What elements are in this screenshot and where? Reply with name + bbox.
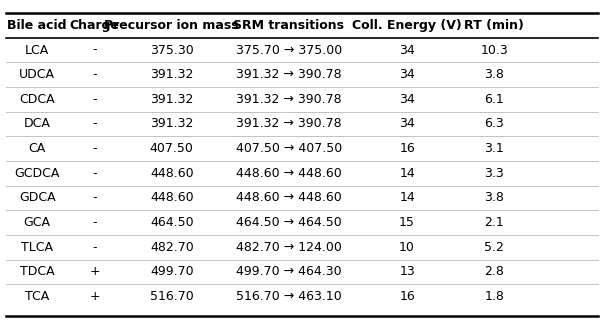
Text: -: -: [93, 142, 97, 155]
Text: CDCA: CDCA: [19, 93, 55, 106]
Text: 2.1: 2.1: [484, 216, 504, 229]
Text: 6.1: 6.1: [484, 93, 504, 106]
Text: 5.2: 5.2: [484, 241, 504, 254]
Text: TCA: TCA: [25, 290, 49, 303]
Text: 14: 14: [399, 191, 415, 204]
Text: 516.70 → 463.10: 516.70 → 463.10: [236, 290, 341, 303]
Text: 391.32 → 390.78: 391.32 → 390.78: [236, 93, 341, 106]
Text: GCDCA: GCDCA: [14, 167, 59, 180]
Text: 464.50: 464.50: [150, 216, 194, 229]
Text: TDCA: TDCA: [20, 265, 55, 278]
Text: 1.8: 1.8: [484, 290, 504, 303]
Text: 482.70: 482.70: [150, 241, 194, 254]
Text: Bile acid: Bile acid: [7, 19, 67, 32]
Text: Precursor ion mass: Precursor ion mass: [105, 19, 239, 32]
Text: 16: 16: [399, 290, 415, 303]
Text: GDCA: GDCA: [19, 191, 55, 204]
Text: 14: 14: [399, 167, 415, 180]
Text: 34: 34: [399, 117, 415, 130]
Text: -: -: [93, 241, 97, 254]
Text: 3.1: 3.1: [484, 142, 504, 155]
Text: Charge: Charge: [70, 19, 120, 32]
Text: 6.3: 6.3: [484, 117, 504, 130]
Text: TLCA: TLCA: [21, 241, 53, 254]
Text: 391.32 → 390.78: 391.32 → 390.78: [236, 68, 341, 81]
Text: 10.3: 10.3: [481, 43, 508, 56]
Text: 13: 13: [399, 265, 415, 278]
Text: -: -: [93, 191, 97, 204]
Text: 499.70: 499.70: [150, 265, 194, 278]
Text: Coll. Energy (V): Coll. Energy (V): [352, 19, 462, 32]
Text: 448.60: 448.60: [150, 167, 194, 180]
Text: GCA: GCA: [23, 216, 50, 229]
Text: -: -: [93, 93, 97, 106]
Text: 448.60 → 448.60: 448.60 → 448.60: [236, 191, 341, 204]
Text: -: -: [93, 167, 97, 180]
Text: 15: 15: [399, 216, 415, 229]
Text: 2.8: 2.8: [484, 265, 504, 278]
Text: 3.8: 3.8: [484, 191, 504, 204]
Text: 499.70 → 464.30: 499.70 → 464.30: [236, 265, 341, 278]
Text: 3.8: 3.8: [484, 68, 504, 81]
Text: 516.70: 516.70: [150, 290, 194, 303]
Text: 10: 10: [399, 241, 415, 254]
Text: RT (min): RT (min): [465, 19, 524, 32]
Text: 3.3: 3.3: [484, 167, 504, 180]
Text: 375.30: 375.30: [150, 43, 194, 56]
Text: 407.50 → 407.50: 407.50 → 407.50: [236, 142, 342, 155]
Text: 448.60 → 448.60: 448.60 → 448.60: [236, 167, 341, 180]
Text: 464.50 → 464.50: 464.50 → 464.50: [236, 216, 341, 229]
Text: DCA: DCA: [23, 117, 50, 130]
Text: 407.50: 407.50: [150, 142, 194, 155]
Text: UDCA: UDCA: [19, 68, 55, 81]
Text: 34: 34: [399, 43, 415, 56]
Text: 34: 34: [399, 68, 415, 81]
Text: +: +: [90, 290, 100, 303]
Text: CA: CA: [28, 142, 46, 155]
Text: 375.70 → 375.00: 375.70 → 375.00: [236, 43, 342, 56]
Text: 391.32: 391.32: [150, 117, 194, 130]
Text: +: +: [90, 265, 100, 278]
Text: SRM transitions: SRM transitions: [233, 19, 344, 32]
Text: 482.70 → 124.00: 482.70 → 124.00: [236, 241, 341, 254]
Text: 391.32 → 390.78: 391.32 → 390.78: [236, 117, 341, 130]
Text: 16: 16: [399, 142, 415, 155]
Text: 391.32: 391.32: [150, 93, 194, 106]
Text: -: -: [93, 117, 97, 130]
Text: -: -: [93, 43, 97, 56]
Text: LCA: LCA: [25, 43, 49, 56]
Text: 448.60: 448.60: [150, 191, 194, 204]
Text: 34: 34: [399, 93, 415, 106]
Text: 391.32: 391.32: [150, 68, 194, 81]
Text: -: -: [93, 216, 97, 229]
Text: -: -: [93, 68, 97, 81]
